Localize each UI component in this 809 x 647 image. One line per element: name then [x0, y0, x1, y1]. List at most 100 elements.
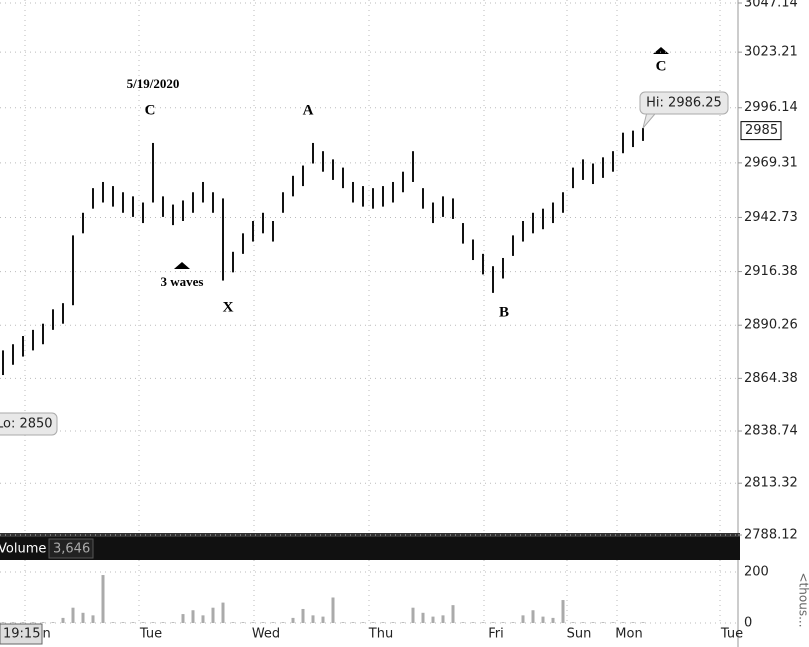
y-tick-label: 3047.14 [744, 0, 798, 11]
volume-bar [531, 610, 535, 623]
hi-label: Hi: 2986.25 [646, 96, 722, 111]
volume-bar [561, 600, 565, 623]
volume-bar [181, 614, 185, 623]
volume-bar [71, 607, 75, 623]
x-tick-label: Mon [615, 627, 642, 642]
volume-bar [281, 622, 285, 623]
volume-bar [631, 622, 635, 623]
last-price-box [740, 121, 782, 141]
annotation: C [145, 102, 156, 118]
volume-bar [61, 617, 65, 623]
volume-bar [101, 575, 105, 623]
volume-bar [521, 615, 525, 623]
volume-bar [341, 622, 345, 623]
volume-bar [141, 622, 145, 623]
volume-bar [151, 622, 155, 623]
volume-header [0, 537, 740, 560]
annotation: C [656, 58, 667, 74]
volume-bar [331, 597, 335, 623]
volume-bar [51, 622, 55, 623]
lo-label: Lo: 2850 [0, 417, 53, 432]
volume-bar [191, 610, 195, 623]
volume-bar [171, 622, 175, 623]
volume-bar [431, 616, 435, 623]
volume-bar [131, 622, 135, 623]
volume-bar [201, 615, 205, 623]
x-tick-label: Fri [488, 627, 504, 642]
volume-bar [571, 622, 575, 623]
x-tick-label: Thu [368, 627, 393, 642]
volume-bar [391, 622, 395, 623]
y-tick-label: 3023.21 [744, 45, 798, 60]
volume-bar [31, 622, 35, 623]
volume-bar [511, 622, 515, 623]
volume-bar [21, 622, 25, 623]
volume-bar [421, 612, 425, 623]
y-tick-label: 2942.73 [744, 210, 798, 225]
volume-bar [301, 608, 305, 623]
lo-bubble [0, 412, 58, 436]
volume-bar [401, 622, 405, 623]
annotation: B [499, 304, 509, 320]
volume-bar [541, 616, 545, 623]
volume-bar [261, 622, 265, 623]
y-tick-label: 2838.74 [744, 424, 798, 439]
time-label: 19:15 [3, 627, 40, 642]
y-tick-label: 2916.38 [744, 264, 798, 279]
x-tick-label: Sun [567, 627, 592, 642]
volume-bar [381, 622, 385, 623]
annotation: 3 waves [161, 274, 204, 289]
volume-bar [351, 622, 355, 623]
volume-bar [111, 622, 115, 623]
y-tick-label: 2996.14 [744, 100, 798, 115]
x-tick-label: Wed [252, 627, 280, 642]
volume-bar [641, 622, 645, 623]
volume-bar [311, 615, 315, 623]
volume-title: Volume [0, 542, 46, 557]
x-tick-label: Tue [720, 627, 743, 642]
volume-bar [41, 622, 45, 623]
volume-bar [371, 622, 375, 623]
annotation: A [303, 102, 314, 118]
volume-bar [451, 605, 455, 623]
volume-axis-label: <thous... [797, 572, 809, 627]
y-tick-label: 2969.31 [744, 155, 798, 170]
volume-bar [91, 615, 95, 623]
volume-bar [81, 612, 85, 623]
y-tick-label: 2788.12 [744, 528, 798, 543]
volume-bar [441, 615, 445, 623]
volume-bar [211, 607, 215, 623]
volume-bar [481, 622, 485, 623]
volume-bar [161, 622, 165, 623]
y-tick-label: 2813.32 [744, 476, 798, 491]
volume-tick-label: 200 [744, 564, 769, 579]
volume-bar [411, 607, 415, 623]
y-tick-label: 2864.38 [744, 371, 798, 386]
volume-bar [271, 622, 275, 623]
volume-bar [611, 622, 615, 623]
time-box [0, 623, 43, 645]
marker-triangle [174, 262, 190, 269]
volume-bar [621, 622, 625, 623]
volume-bar [251, 622, 255, 623]
volume-bar [361, 622, 365, 623]
last-price: 2985 [745, 123, 778, 138]
volume-bar [231, 622, 235, 623]
hi-bubble [639, 91, 729, 115]
y-tick-label: 2890.26 [744, 318, 798, 333]
annotation: X [223, 299, 234, 315]
annotation: 5/19/2020 [127, 76, 180, 91]
volume-bar [11, 622, 15, 623]
volume-bar [471, 622, 475, 623]
volume-bar [581, 622, 585, 623]
volume-bar [291, 617, 295, 623]
volume-bar [601, 622, 605, 623]
volume-bar [461, 622, 465, 623]
volume-value: 3,646 [53, 542, 90, 557]
volume-bar [321, 616, 325, 623]
volume-value-box [48, 538, 94, 559]
volume-bar [221, 602, 225, 623]
volume-bar [241, 622, 245, 623]
volume-bar [501, 622, 505, 623]
volume-bar [591, 622, 595, 623]
